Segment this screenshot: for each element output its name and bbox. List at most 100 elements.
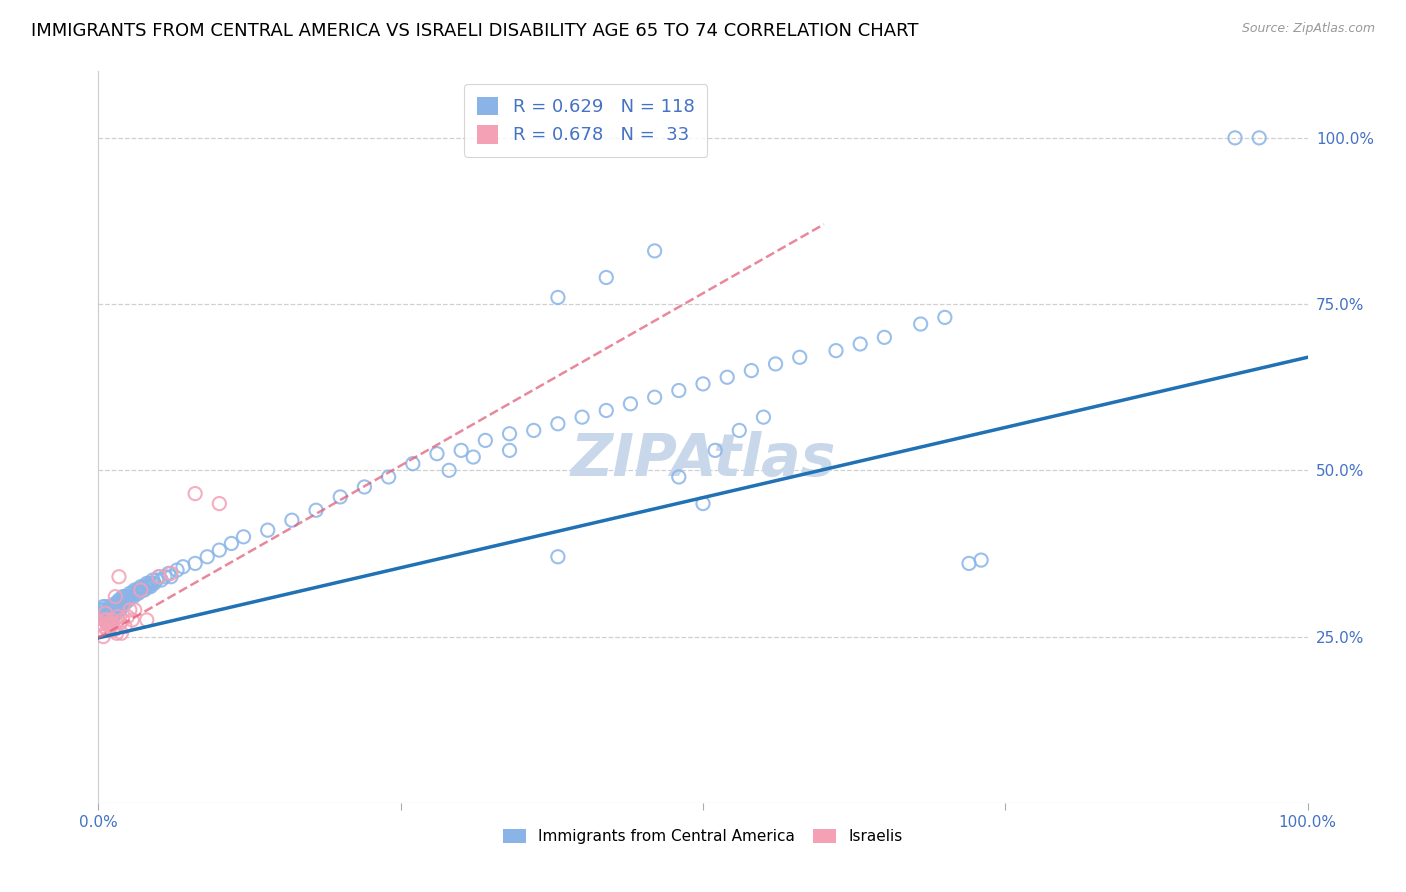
Point xyxy=(184,557,207,571)
Point xyxy=(91,623,114,637)
Point xyxy=(668,470,690,484)
Point xyxy=(93,619,115,633)
Point xyxy=(118,593,141,607)
Point xyxy=(122,590,145,604)
Point xyxy=(124,582,146,597)
Point xyxy=(112,593,135,607)
Point xyxy=(129,580,152,594)
Point xyxy=(103,599,125,614)
Point xyxy=(728,424,751,438)
Point xyxy=(103,623,125,637)
Point xyxy=(124,603,146,617)
Point xyxy=(105,599,128,614)
Point xyxy=(96,607,118,621)
Point xyxy=(437,463,460,477)
Point xyxy=(498,443,520,458)
Point xyxy=(107,609,129,624)
Point xyxy=(93,603,115,617)
Point xyxy=(166,563,188,577)
Point xyxy=(172,559,194,574)
Point xyxy=(100,619,122,633)
Point xyxy=(143,576,166,591)
Point xyxy=(104,590,127,604)
Point xyxy=(208,497,231,511)
Point xyxy=(100,613,122,627)
Point xyxy=(100,603,122,617)
Point xyxy=(114,590,136,604)
Point xyxy=(135,580,157,594)
Point xyxy=(547,417,569,431)
Point xyxy=(142,573,165,587)
Point xyxy=(644,390,666,404)
Point xyxy=(195,549,218,564)
Point xyxy=(498,426,520,441)
Legend: Immigrants from Central America, Israelis: Immigrants from Central America, Israeli… xyxy=(496,822,910,850)
Point xyxy=(96,623,118,637)
Point xyxy=(104,596,127,610)
Point xyxy=(148,570,170,584)
Point xyxy=(281,513,304,527)
Point xyxy=(94,609,117,624)
Point xyxy=(849,337,872,351)
Point xyxy=(668,384,690,398)
Point xyxy=(108,599,131,614)
Point xyxy=(127,582,149,597)
Point xyxy=(121,613,143,627)
Point xyxy=(100,599,122,614)
Point xyxy=(97,609,120,624)
Point xyxy=(765,357,787,371)
Point xyxy=(135,576,157,591)
Point xyxy=(970,553,993,567)
Point xyxy=(108,570,131,584)
Point xyxy=(111,590,134,604)
Point xyxy=(118,586,141,600)
Point xyxy=(160,566,183,581)
Point xyxy=(160,570,183,584)
Point xyxy=(129,582,152,597)
Point xyxy=(547,290,569,304)
Point xyxy=(100,616,122,631)
Point xyxy=(523,424,546,438)
Point xyxy=(108,593,131,607)
Point xyxy=(547,549,569,564)
Point xyxy=(256,523,278,537)
Point xyxy=(957,557,980,571)
Point xyxy=(114,619,136,633)
Point xyxy=(100,607,122,621)
Point xyxy=(752,410,775,425)
Point xyxy=(108,603,131,617)
Point xyxy=(716,370,738,384)
Point xyxy=(145,573,167,587)
Text: ZIPAtlas: ZIPAtlas xyxy=(571,431,835,488)
Point xyxy=(873,330,896,344)
Point xyxy=(101,603,124,617)
Point xyxy=(98,599,121,614)
Point xyxy=(619,397,641,411)
Point xyxy=(108,616,131,631)
Point xyxy=(114,596,136,610)
Point xyxy=(789,351,811,365)
Point xyxy=(595,403,617,417)
Point xyxy=(221,536,243,550)
Point xyxy=(117,590,139,604)
Point xyxy=(127,586,149,600)
Point xyxy=(91,609,114,624)
Point xyxy=(150,573,173,587)
Point xyxy=(94,599,117,614)
Point xyxy=(121,586,143,600)
Point xyxy=(101,609,124,624)
Point xyxy=(1249,131,1271,145)
Point xyxy=(474,434,496,448)
Point xyxy=(426,447,449,461)
Point xyxy=(141,576,163,591)
Point xyxy=(135,613,157,627)
Point xyxy=(692,497,714,511)
Point xyxy=(90,603,112,617)
Point xyxy=(825,343,848,358)
Point xyxy=(148,570,170,584)
Point xyxy=(97,603,120,617)
Point xyxy=(91,607,114,621)
Point xyxy=(128,582,150,597)
Point xyxy=(134,582,156,597)
Point xyxy=(110,626,132,640)
